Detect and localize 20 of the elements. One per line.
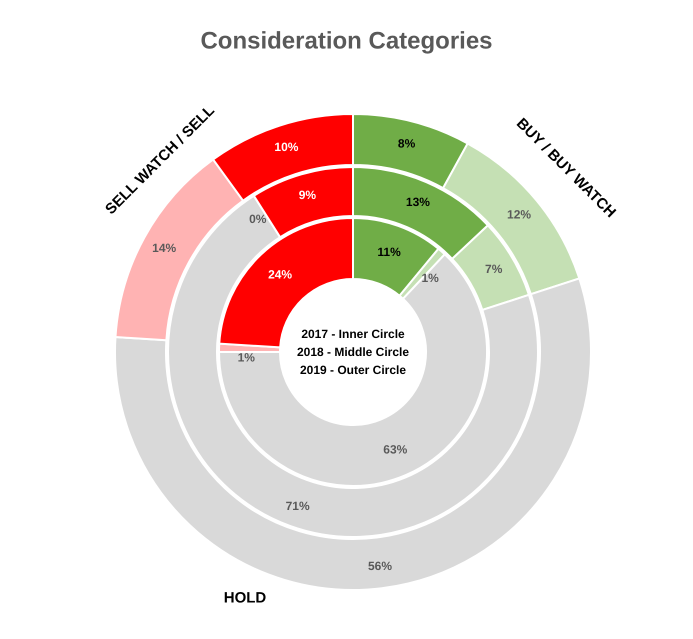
text: HOLD: [224, 590, 266, 606]
data-label: 71%: [286, 498, 310, 513]
data-label: 7%: [485, 262, 503, 276]
text: 2017 - Inner Circle: [301, 327, 406, 341]
text: 0%: [249, 212, 266, 226]
data-label: 1%: [422, 271, 440, 286]
text: 2018 - Middle Circle: [296, 345, 410, 359]
data-label: 12%: [507, 208, 532, 222]
data-label: 10%: [274, 140, 299, 154]
data-label: 14%: [152, 241, 176, 256]
chart-title: Consideration Categories: [200, 28, 493, 54]
text: 2019 - Outer Circle: [300, 363, 406, 377]
data-label: 63%: [383, 442, 408, 457]
data-label: 8%: [398, 136, 416, 150]
data-label: 9%: [298, 188, 316, 202]
data-label: 56%: [368, 558, 392, 573]
data-label: 11%: [377, 244, 402, 259]
data-label: 24%: [268, 267, 292, 282]
data-label: 13%: [406, 194, 430, 209]
data-label: 1%: [238, 350, 256, 365]
